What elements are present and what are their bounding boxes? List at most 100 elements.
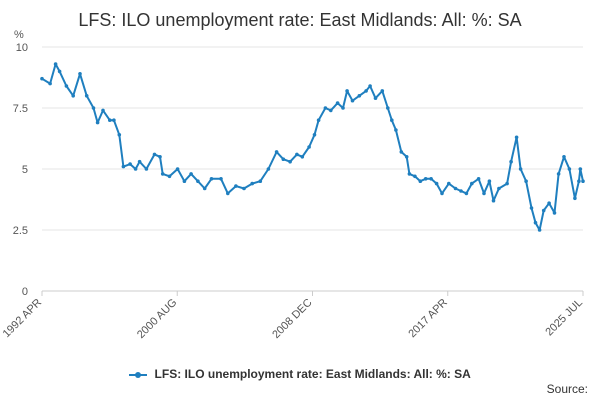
data-point	[84, 94, 89, 98]
data-point	[53, 62, 58, 66]
y-axis-ticks: 0 2.5 5 7.5 10	[13, 42, 28, 298]
data-point	[413, 174, 417, 179]
data-point	[137, 159, 142, 164]
data-point	[476, 177, 481, 181]
data-point	[567, 167, 572, 171]
data-point	[394, 128, 398, 132]
y-tick-label: 7.5	[13, 103, 28, 115]
data-point	[380, 89, 385, 93]
data-point	[429, 177, 433, 181]
data-point	[407, 172, 412, 176]
data-point	[274, 150, 279, 154]
data-point	[209, 177, 214, 181]
data-point	[160, 172, 165, 176]
data-point	[459, 189, 463, 193]
x-tick-label: 1992 APR	[1, 297, 45, 341]
data-point	[556, 172, 561, 176]
data-point	[189, 172, 193, 176]
data-point	[577, 179, 581, 183]
y-tick-label: 0	[22, 286, 28, 298]
data-point	[368, 84, 372, 88]
data-point	[386, 106, 390, 110]
data-point	[434, 181, 439, 186]
x-tick-label: 2017 APR	[406, 297, 450, 341]
data-point	[95, 120, 100, 125]
series-group	[40, 62, 585, 232]
data-point	[323, 106, 328, 110]
y-tick-label: 2.5	[13, 225, 28, 237]
data-point	[497, 186, 501, 191]
legend[interactable]: LFS: ILO unemployment rate: East Midland…	[0, 367, 600, 381]
data-point	[453, 186, 458, 191]
data-point	[71, 94, 75, 98]
data-point	[345, 89, 349, 93]
data-point	[399, 150, 404, 154]
data-point	[295, 152, 299, 157]
source-label[interactable]: Source:	[546, 382, 588, 396]
data-point	[518, 167, 523, 171]
data-point	[112, 118, 116, 122]
data-point	[418, 179, 423, 183]
data-point	[152, 152, 157, 157]
data-point	[307, 145, 311, 149]
data-point	[404, 155, 409, 159]
y-tick-label: 5	[22, 164, 28, 176]
data-point	[234, 184, 238, 188]
x-tick-label: 2025 JUL	[543, 297, 585, 339]
data-point	[350, 98, 355, 103]
data-point	[537, 228, 542, 232]
data-point	[373, 96, 378, 100]
data-point	[128, 162, 132, 166]
data-point	[182, 179, 187, 183]
data-point	[470, 181, 474, 186]
data-point	[562, 155, 566, 159]
data-point	[144, 167, 149, 171]
data-point	[529, 206, 534, 210]
data-point	[423, 177, 428, 181]
data-point	[440, 191, 444, 196]
data-point	[316, 118, 321, 122]
data-point	[505, 181, 509, 186]
data-point	[167, 174, 172, 179]
data-point	[158, 155, 162, 159]
data-point	[482, 191, 486, 196]
data-point	[533, 220, 538, 225]
data-point	[541, 208, 546, 213]
data-point	[202, 186, 207, 191]
x-tick-label: 2008 DEC	[270, 297, 314, 341]
data-point	[357, 94, 362, 98]
data-point	[329, 108, 333, 113]
x-tick-label: 2000 AUG	[135, 297, 179, 341]
data-point	[300, 155, 305, 159]
data-point	[288, 159, 292, 164]
data-point	[250, 181, 254, 186]
data-point	[226, 191, 230, 196]
data-point	[175, 167, 180, 171]
x-axis: 1992 APR 2000 AUG 2008 DEC 2017 APR 2025 JUL	[1, 291, 585, 341]
data-point	[57, 69, 62, 74]
gridlines	[42, 46, 583, 292]
data-point	[101, 108, 105, 113]
data-point	[196, 179, 200, 183]
data-point	[281, 157, 286, 161]
data-point	[48, 81, 52, 86]
data-point	[266, 167, 271, 171]
data-point	[509, 159, 513, 164]
data-point	[108, 118, 112, 122]
series-line	[41, 63, 584, 231]
chart-title: LFS: ILO unemployment rate: East Midland…	[78, 10, 522, 30]
data-point	[547, 201, 551, 205]
data-point	[514, 135, 519, 140]
data-point	[573, 196, 577, 201]
data-point	[242, 186, 246, 191]
data-point	[487, 179, 492, 183]
legend-swatch	[129, 371, 148, 378]
data-point	[117, 133, 122, 137]
data-point	[91, 106, 96, 110]
data-point	[78, 72, 82, 76]
data-point	[491, 198, 496, 203]
data-point	[552, 211, 557, 215]
data-point	[524, 179, 528, 183]
data-point	[64, 84, 69, 88]
